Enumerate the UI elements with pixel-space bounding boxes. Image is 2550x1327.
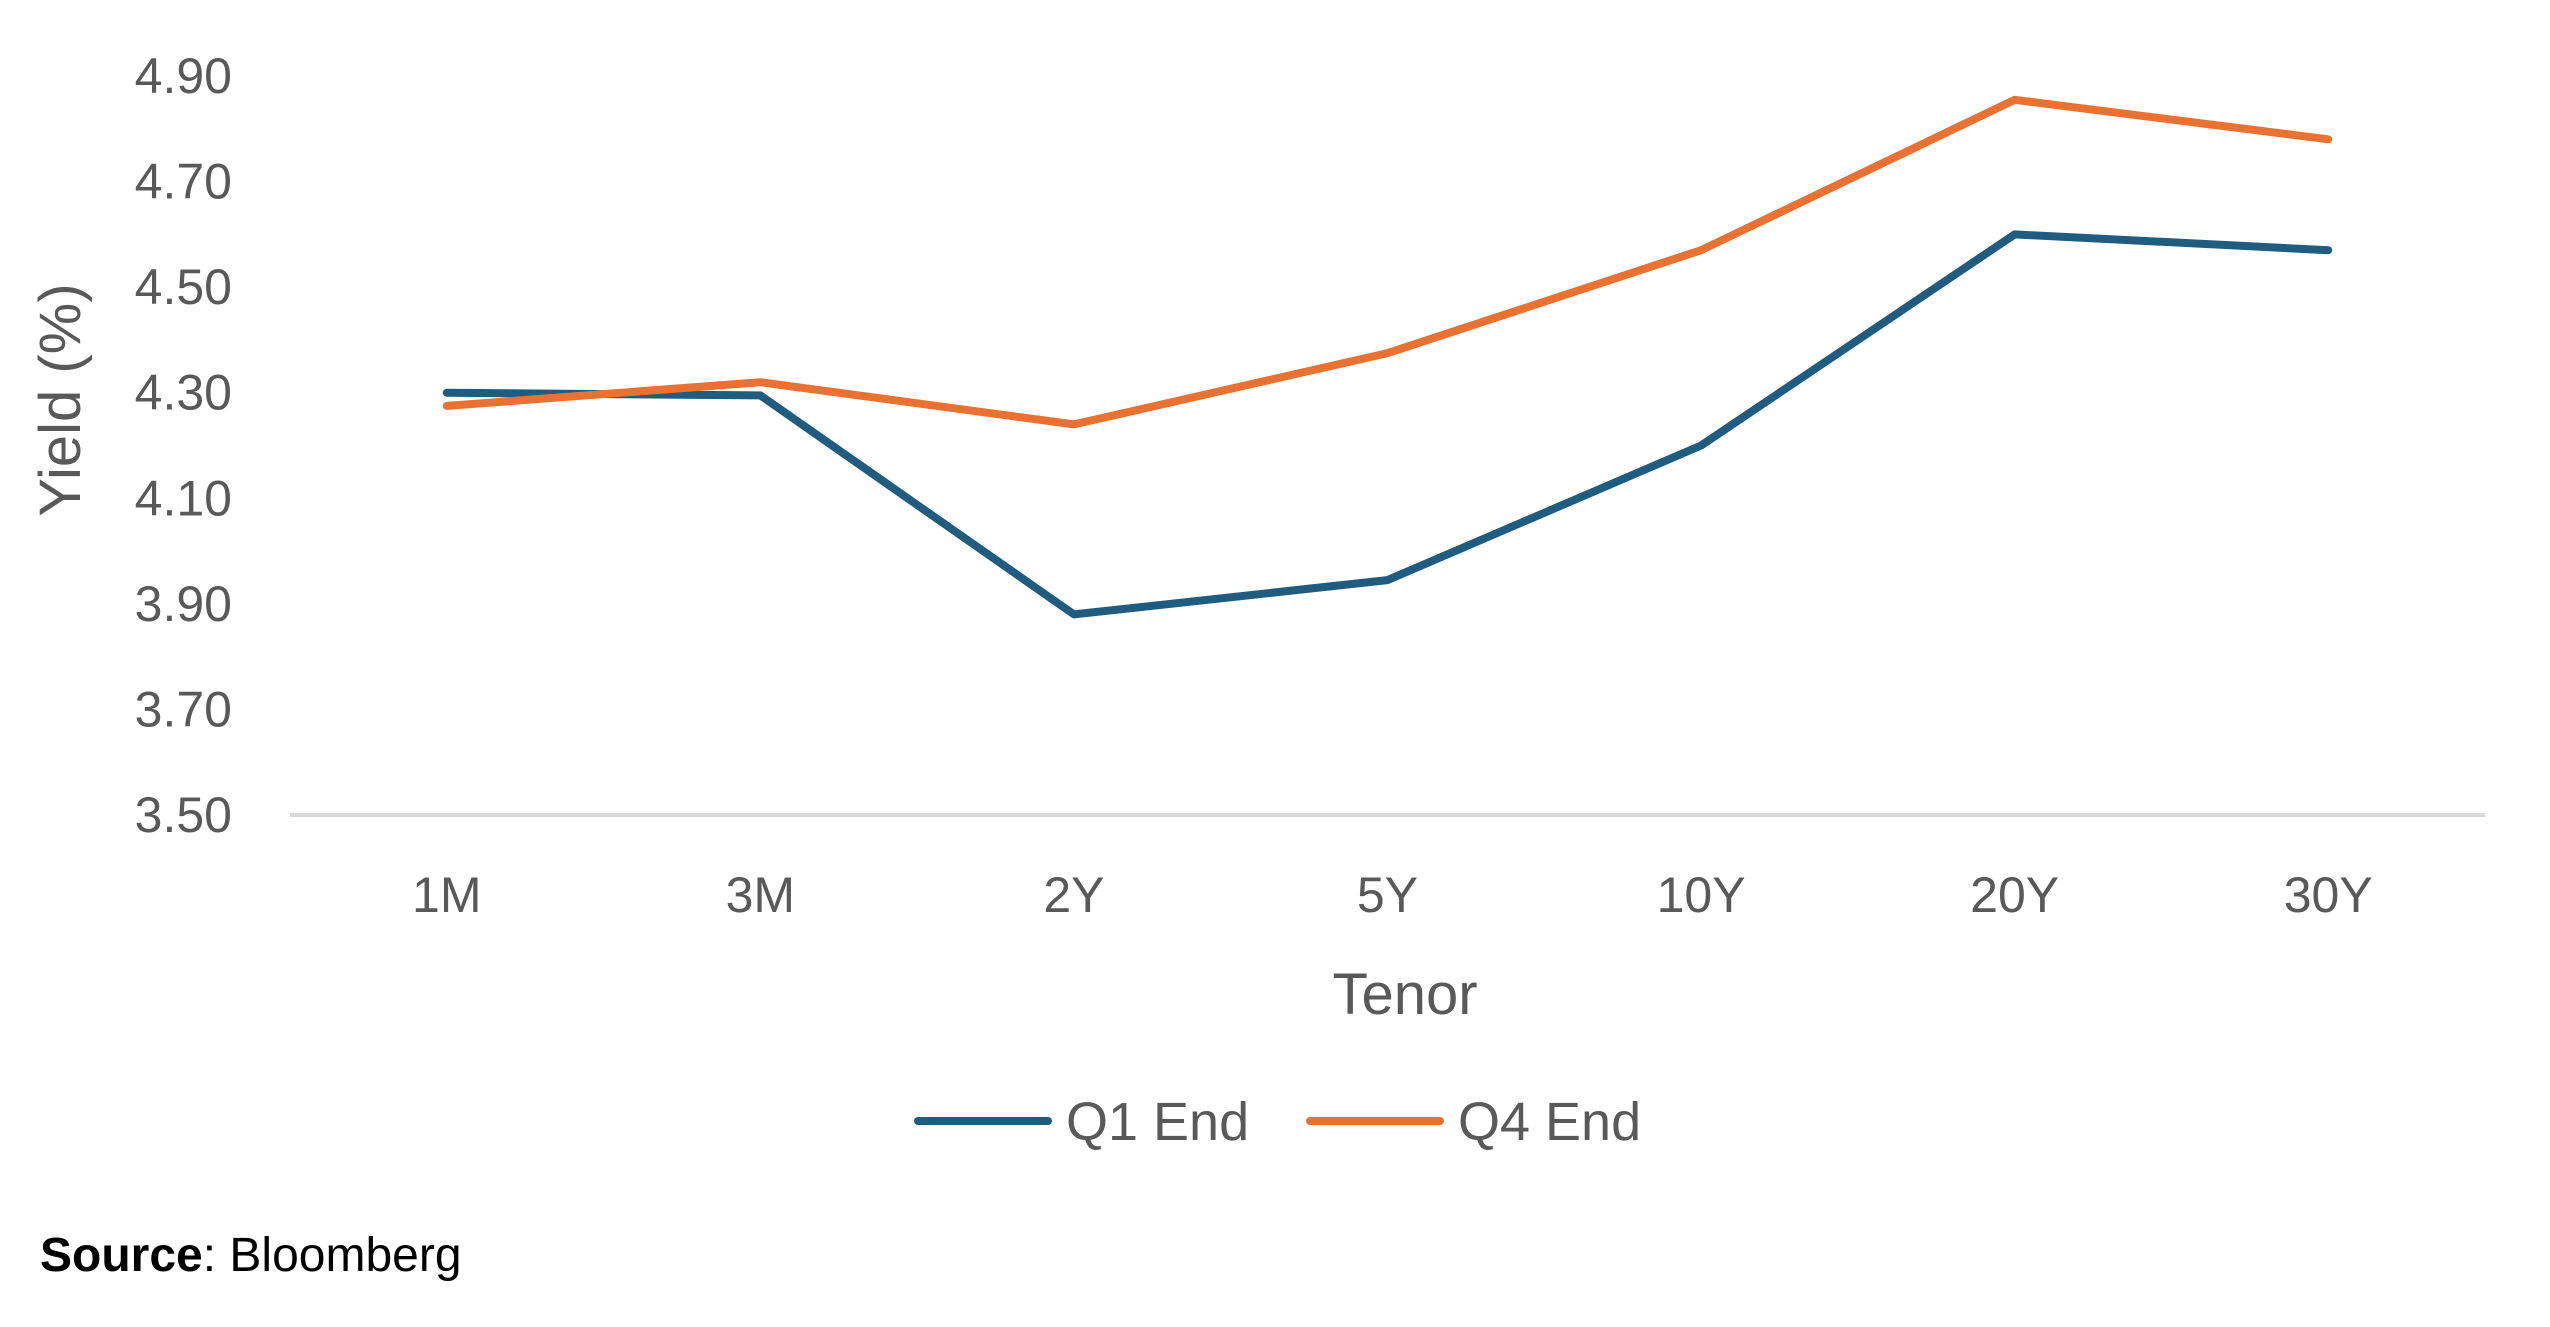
x-tick-label: 20Y (1970, 867, 2059, 923)
legend: Q1 End Q4 End (914, 1092, 1641, 1152)
y-tick-label: 3.70 (135, 681, 232, 737)
source-label: Source (40, 1229, 203, 1282)
y-tick-label: 4.70 (135, 154, 232, 210)
legend-label: Q1 End (1066, 1092, 1249, 1152)
y-axis-ticks: 3.50 3.70 3.90 4.10 4.30 4.50 4.70 4.90 (135, 48, 232, 843)
x-tick-label: 5Y (1357, 867, 1418, 923)
y-axis-title: Yield (%) (28, 283, 93, 516)
legend-label: Q4 End (1458, 1092, 1641, 1152)
x-tick-label: 1M (412, 867, 481, 923)
series-line-q4-end (442, 95, 2333, 429)
x-tick-label: 2Y (1043, 867, 1104, 923)
y-tick-label: 4.30 (135, 365, 232, 421)
x-axis-title: Tenor (1332, 962, 1477, 1027)
x-tick-label: 30Y (2284, 867, 2373, 923)
source-separator: : (202, 1229, 217, 1282)
y-tick-label: 4.90 (135, 48, 232, 104)
y-tick-label: 4.10 (135, 470, 232, 526)
source-value: Bloomberg (216, 1229, 462, 1282)
series-line-q1-end (442, 230, 2333, 619)
y-tick-label: 3.50 (135, 787, 232, 843)
series-lines (442, 95, 2333, 619)
x-tick-label: 10Y (1657, 867, 1746, 923)
y-tick-label: 4.50 (135, 259, 232, 315)
y-tick-label: 3.90 (135, 576, 232, 632)
source-note: Source: Bloomberg (40, 1228, 462, 1283)
x-tick-label: 3M (726, 867, 795, 923)
x-axis-ticks: 1M 3M 2Y 5Y 10Y 20Y 30Y (412, 867, 2373, 923)
